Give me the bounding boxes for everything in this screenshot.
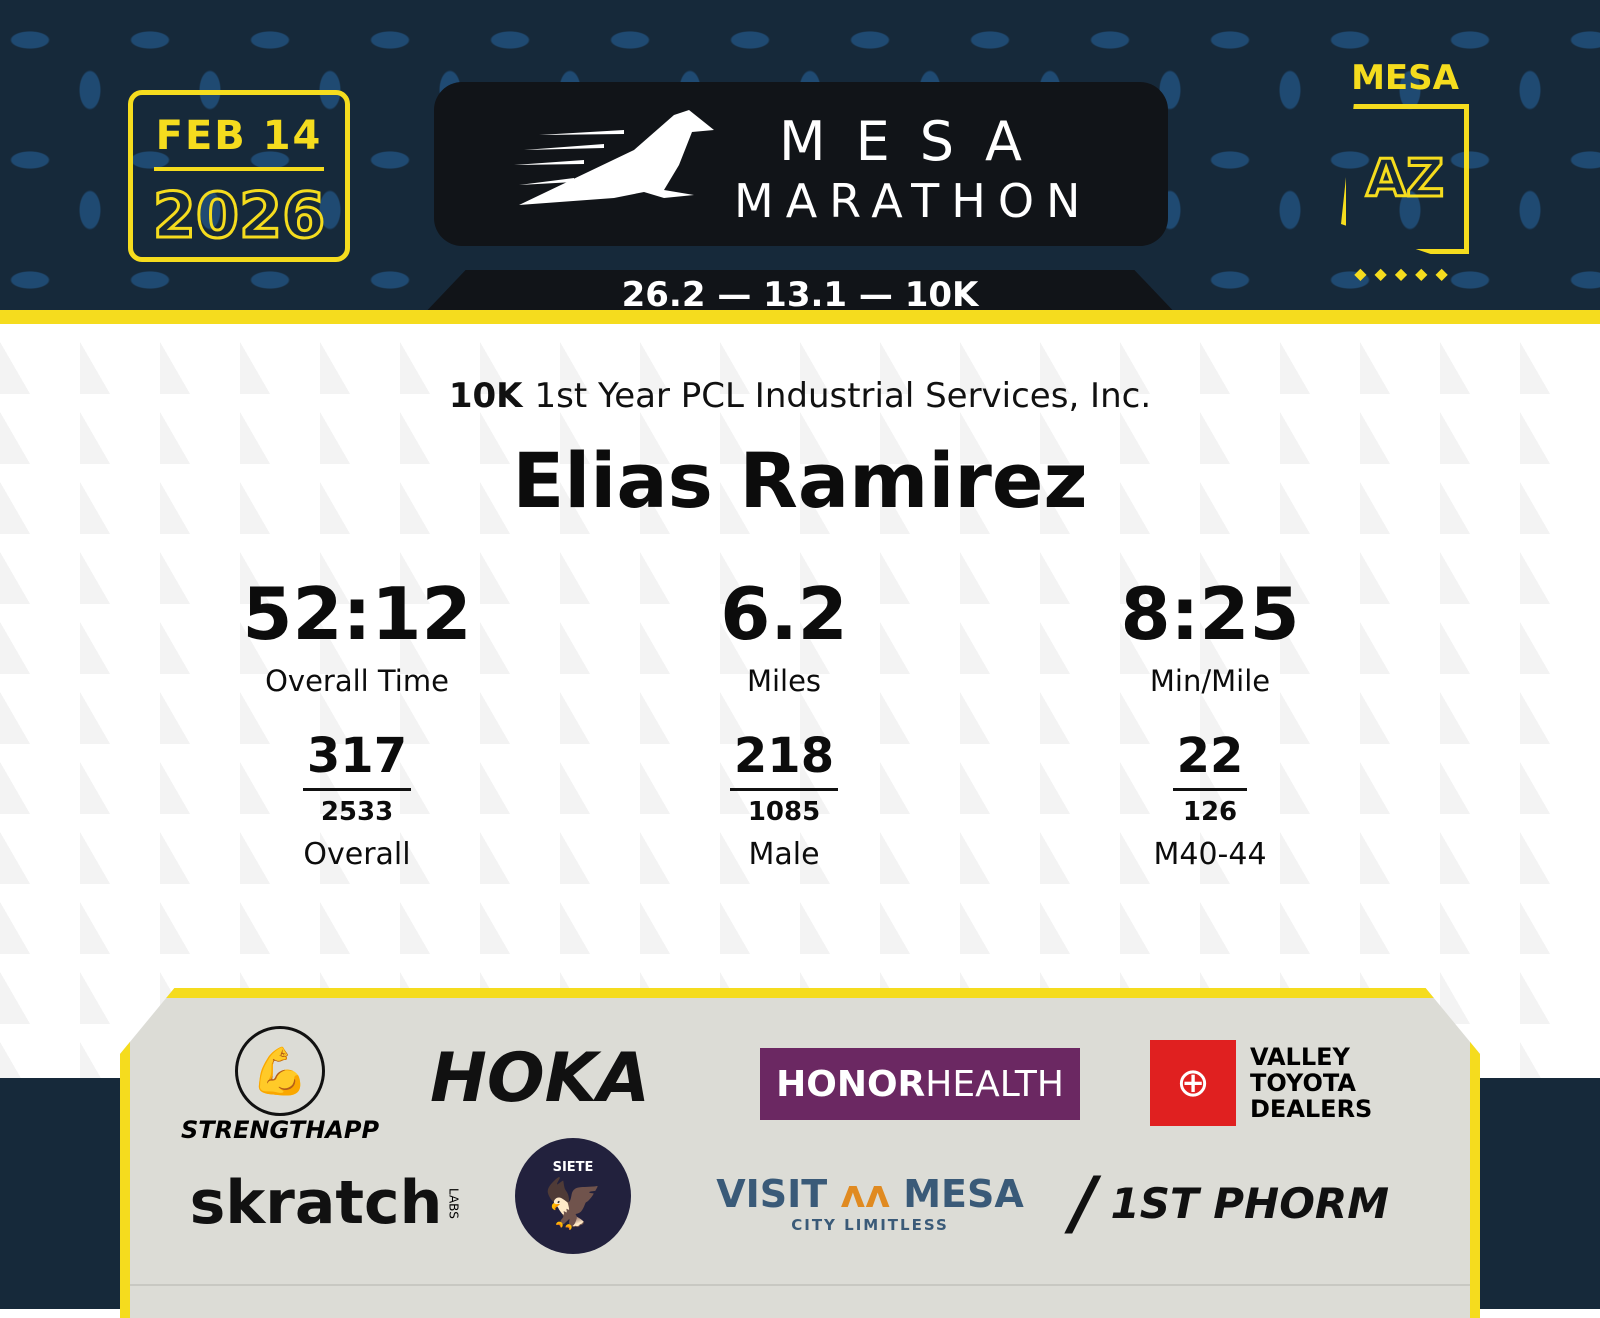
logo-mesa: MESA	[779, 110, 1052, 173]
race-team: 10K 1st Year PCL Industrial Services, Inc…	[0, 376, 1600, 416]
result-card: 10K 1st Year PCL Industrial Services, Inc…	[0, 324, 1600, 1084]
rank-place: 22	[1172, 728, 1248, 791]
sponsor-strengthapp[interactable]: 💪 STRENGTHAPP	[180, 1020, 380, 1150]
mesa-marathon-logo: MESA MARATHON	[434, 82, 1168, 246]
divider	[154, 167, 324, 171]
toyota-icon: ⊕	[1150, 1040, 1236, 1126]
divider	[0, 310, 1600, 324]
arizona-badge: MESA AZ ◆◆◆◆◆	[1330, 58, 1480, 298]
race-year: 2026	[151, 178, 327, 254]
rank-place: 218	[729, 728, 839, 791]
stat-label: Miles	[746, 664, 822, 698]
rank-label: Male	[748, 837, 820, 872]
sponsor-valley-toyota[interactable]: ⊕ VALLEY TOYOTA DEALERS	[1150, 1038, 1390, 1128]
sponsor-name: 1ST PHORM	[1110, 1178, 1390, 1228]
race-type: 10K	[448, 376, 523, 416]
sponsor-name: LABS	[446, 1187, 461, 1219]
bicep-icon: 💪	[235, 1026, 325, 1116]
sponsor-name: VISIT	[716, 1172, 828, 1216]
sponsor-name: HONOR	[776, 1063, 926, 1105]
sponsor-1st-phorm[interactable]: / 1ST PHORM	[1070, 1158, 1390, 1248]
stat-pace: 8:25 Min/Mile 22 126 M40-44	[1030, 574, 1390, 872]
stat-value: 8:25	[1120, 572, 1300, 656]
diamond-dots-icon: ◆◆◆◆◆	[1354, 264, 1456, 283]
team-name: 1st Year PCL Industrial Services, Inc.	[534, 376, 1152, 416]
sponsor-hoka[interactable]: HOKA	[429, 1038, 651, 1118]
mesa-logo-icon: ʌʌ	[840, 1172, 890, 1216]
sponsor-name: SIETE	[552, 1160, 594, 1175]
rank-total: 2533	[320, 797, 394, 827]
sponsor-siete[interactable]: SIETE 🦅	[515, 1138, 631, 1254]
header-banner: FEB 14 2026 MESA MARATHON 26.2 — 13.1 — …	[0, 0, 1600, 318]
sponsor-name: MESA	[903, 1172, 1024, 1216]
stat-label: Min/Mile	[1149, 664, 1271, 698]
rank-label: Overall	[303, 837, 411, 872]
sponsor-name: skratch	[189, 1168, 443, 1238]
logo-marathon: MARATHON	[734, 174, 1093, 228]
eagle-icon: 🦅	[543, 1176, 603, 1232]
rank-place: 317	[302, 728, 412, 791]
sponsor-visit-mesa[interactable]: VISIT ʌʌ MESA CITY LIMITLESS	[710, 1163, 1030, 1243]
roadrunner-icon	[514, 110, 714, 205]
sponsor-name: STRENGTHAPP	[180, 1116, 380, 1144]
date-badge: FEB 14 2026	[128, 90, 350, 262]
divider	[130, 1284, 1470, 1286]
stat-label: Overall Time	[265, 664, 449, 698]
sponsor-tagline: CITY LIMITLESS	[791, 1216, 949, 1234]
sponsor-name: VALLEY TOYOTA DEALERS	[1250, 1043, 1373, 1123]
sponsor-name: HEALTH	[925, 1063, 1064, 1105]
stat-value: 52:12	[242, 572, 472, 656]
sponsor-skratch[interactable]: skratch LABS	[189, 1158, 461, 1248]
runner-name: Elias Ramirez	[512, 436, 1088, 525]
rank-label: M40-44	[1153, 837, 1267, 872]
stat-value: 6.2	[720, 572, 848, 656]
arizona-map-icon: AZ	[1341, 104, 1469, 254]
rank-total: 1085	[747, 797, 821, 827]
phorm-logo-icon: /	[1070, 1162, 1097, 1244]
rank-total: 126	[1182, 797, 1238, 827]
stat-overall-time: 52:12 Overall Time 317 2533 Overall	[177, 574, 537, 872]
state-label: MESA	[1351, 58, 1459, 98]
stat-miles: 6.2 Miles 218 1085 Male	[604, 574, 964, 872]
sponsor-honorhealth[interactable]: HONOR HEALTH	[760, 1048, 1080, 1120]
state-abbr: AZ	[1365, 148, 1446, 211]
sponsor-panel: 💪 STRENGTHAPP HOKA HONOR HEALTH ⊕ VALLEY …	[120, 988, 1480, 1318]
race-date: FEB 14	[155, 113, 323, 159]
